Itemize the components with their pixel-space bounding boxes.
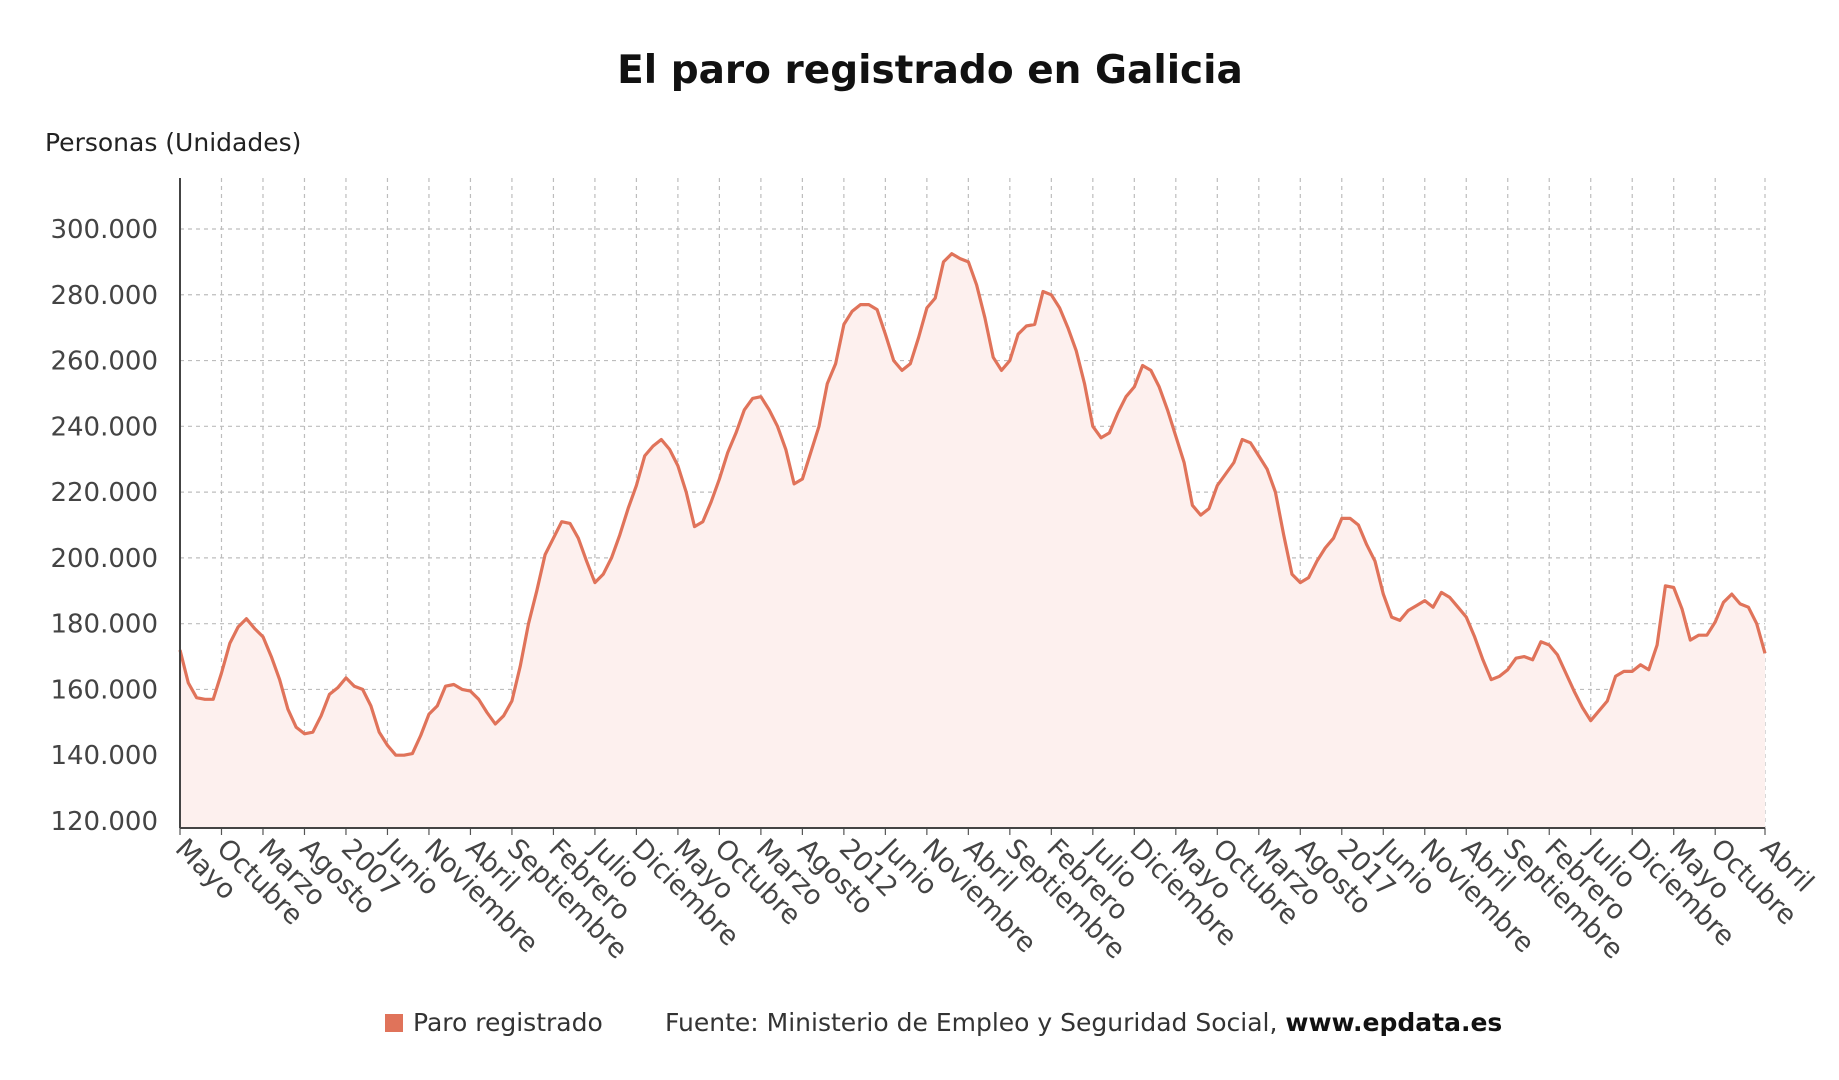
source-note: Fuente: Ministerio de Empleo y Seguridad… — [665, 1008, 1502, 1037]
axes — [179, 178, 1765, 829]
y-tick-label: 240.000 — [50, 412, 158, 442]
x-tick-labels: MayoOctubreMarzoAgosto2007JunioNoviembre… — [169, 832, 1820, 966]
legend: Paro registrado — [385, 1008, 603, 1037]
y-tick-label: 120.000 — [50, 807, 158, 837]
series-area-fill — [180, 253, 1765, 828]
legend-swatch — [385, 1013, 403, 1032]
y-tick-label: 160.000 — [50, 675, 158, 705]
y-tick-labels: 120.000 140.000 160.000 180.000 200.000 220.0… — [50, 215, 158, 837]
source-site: www.epdata.es — [1285, 1008, 1503, 1037]
y-tick-label: 200.000 — [50, 544, 158, 574]
y-tick-label: 260.000 — [50, 347, 158, 377]
y-tick-label: 140.000 — [50, 741, 158, 771]
legend-label: Paro registrado — [413, 1008, 603, 1037]
paro-chart: 120.000 140.000 160.000 180.000 200.000 220.0… — [50, 178, 1820, 966]
series-line — [178, 252, 1767, 757]
y-tick-label: 300.000 — [50, 215, 158, 245]
chart-title: El paro registrado en Galicia — [617, 48, 1243, 93]
y-tick-label: 180.000 — [50, 610, 158, 640]
y-axis-unit-label: Personas (Unidades) — [45, 128, 302, 157]
y-tick-label: 280.000 — [50, 281, 158, 311]
y-tick-label: 220.000 — [50, 478, 158, 508]
source-text: Fuente: Ministerio de Empleo y Seguridad… — [665, 1008, 1278, 1037]
